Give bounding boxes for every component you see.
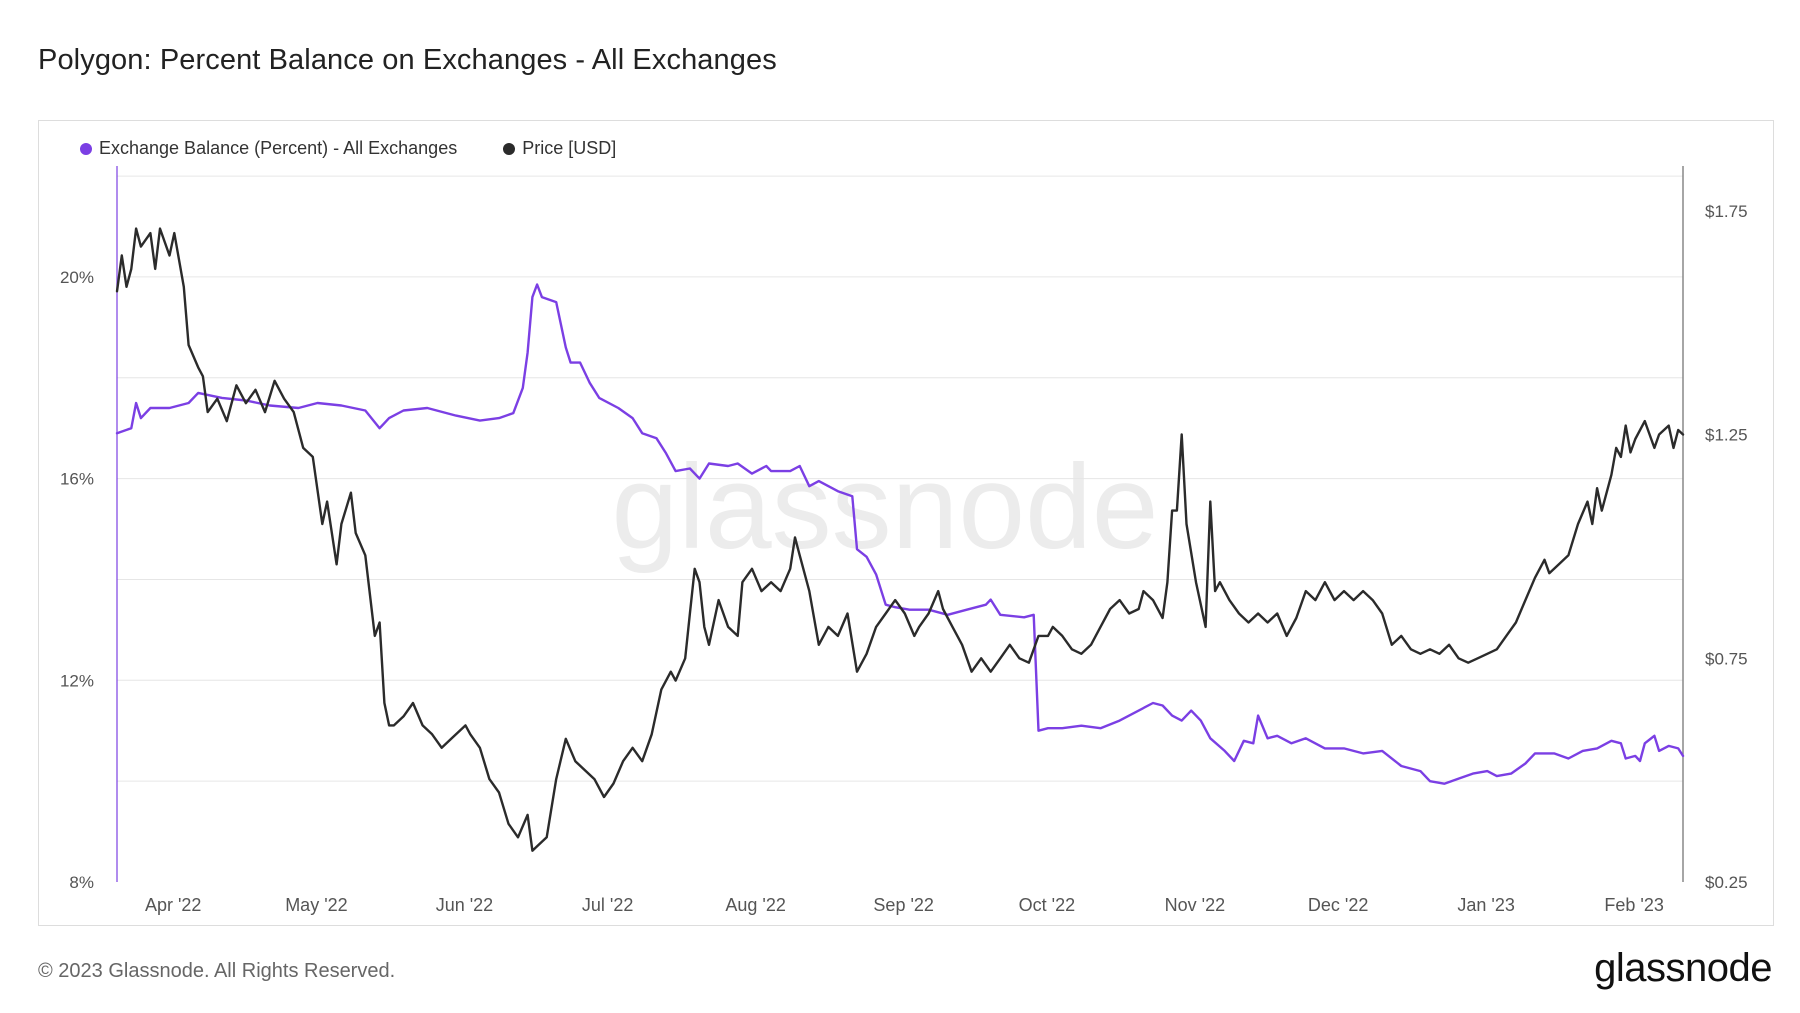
- x-tick-label: Dec '22: [1308, 895, 1368, 915]
- series-group: [115, 227, 1685, 852]
- y-left-tick-label: 16%: [60, 470, 94, 489]
- legend-item-exchange-balance[interactable]: Exchange Balance (Percent) - All Exchang…: [80, 138, 457, 159]
- series-line-price: [115, 227, 1685, 852]
- legend-dot-price: [503, 142, 516, 155]
- legend-label-price: Price [USD]: [522, 138, 617, 158]
- y-right-tick-label: $0.75: [1705, 649, 1748, 668]
- footer-copyright: © 2023 Glassnode. All Rights Reserved.: [38, 960, 396, 982]
- chart-title: Polygon: Percent Balance on Exchanges - …: [38, 44, 777, 76]
- y-right-tick-label: $0.25: [1705, 873, 1748, 892]
- footer-logo[interactable]: glassnode: [1594, 946, 1772, 990]
- y-left-tick-label: 8%: [69, 873, 94, 892]
- y-left-tick-label: 12%: [60, 671, 94, 690]
- y-right-tick-label: $1.25: [1705, 426, 1748, 445]
- legend: Exchange Balance (Percent) - All Exchang…: [80, 138, 616, 159]
- y-left-tick-label: 20%: [60, 268, 94, 287]
- legend-dot-exchange: [80, 142, 92, 155]
- y-right-tick-label: $1.75: [1705, 202, 1748, 221]
- x-tick-label: Aug '22: [725, 895, 786, 915]
- x-tick-label: Apr '22: [145, 895, 201, 915]
- x-tick-label: Feb '23: [1604, 895, 1663, 915]
- watermark: glassnode: [611, 440, 1158, 574]
- axes: 8% 12% 16% 20% $0.25 $0.75 $1.25 $1.75 Apr '22 Ma…: [60, 166, 1748, 915]
- x-tick-label: Jul '22: [582, 895, 633, 915]
- x-tick-label: Sep '22: [873, 895, 934, 915]
- x-tick-label: Jun '22: [436, 895, 493, 915]
- series-line-exchange-balance: [115, 283, 1685, 785]
- grid: [117, 175, 1683, 782]
- legend-item-price[interactable]: Price [USD]: [503, 138, 616, 159]
- x-tick-label: May '22: [285, 895, 347, 915]
- legend-label-exchange: Exchange Balance (Percent) - All Exchang…: [99, 138, 458, 158]
- x-tick-label: Oct '22: [1019, 895, 1075, 915]
- chart-panel: [38, 120, 1774, 926]
- x-tick-label: Nov '22: [1165, 895, 1225, 915]
- x-tick-label: Jan '23: [1457, 895, 1514, 915]
